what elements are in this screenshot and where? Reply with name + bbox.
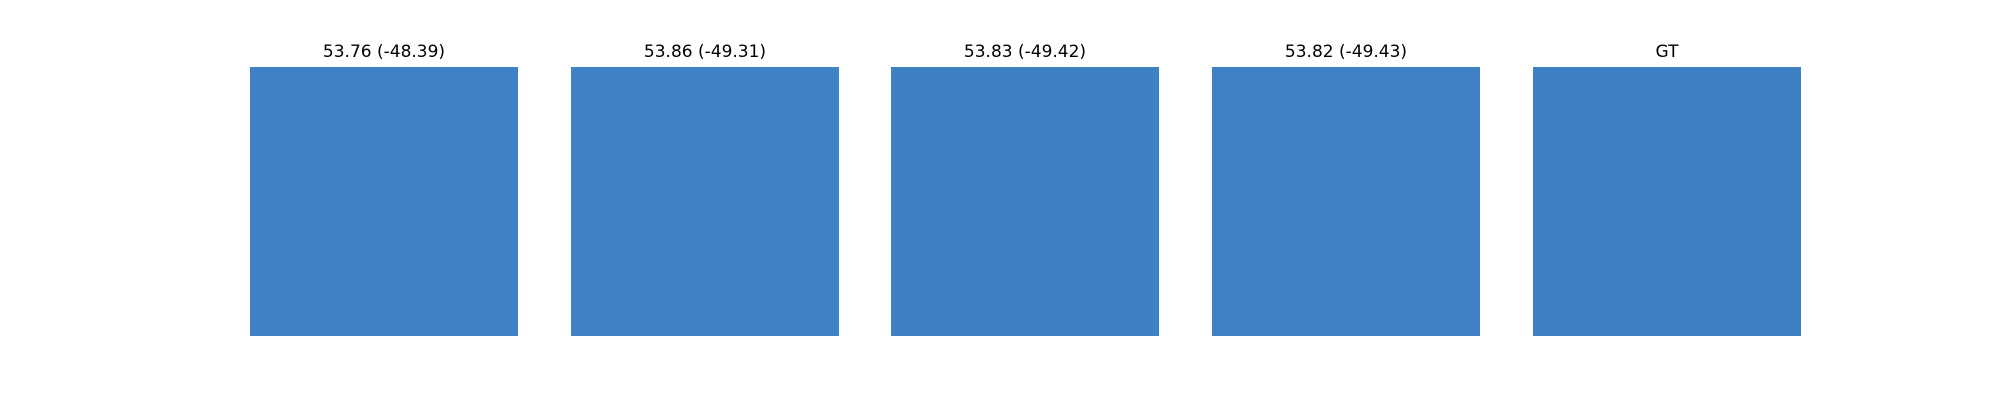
panel-title: 53.82 (-49.43) <box>1284 42 1408 62</box>
panel-image <box>250 67 518 336</box>
panel-title: 53.86 (-49.31) <box>643 42 767 62</box>
panel-title: GT <box>1655 42 1679 62</box>
panel-image <box>1212 67 1480 336</box>
panel-image <box>891 67 1159 336</box>
panel-image <box>571 67 839 336</box>
panel-title: 53.76 (-48.39) <box>322 42 446 62</box>
panel-image <box>1533 67 1801 336</box>
panel-title: 53.83 (-49.42) <box>963 42 1087 62</box>
